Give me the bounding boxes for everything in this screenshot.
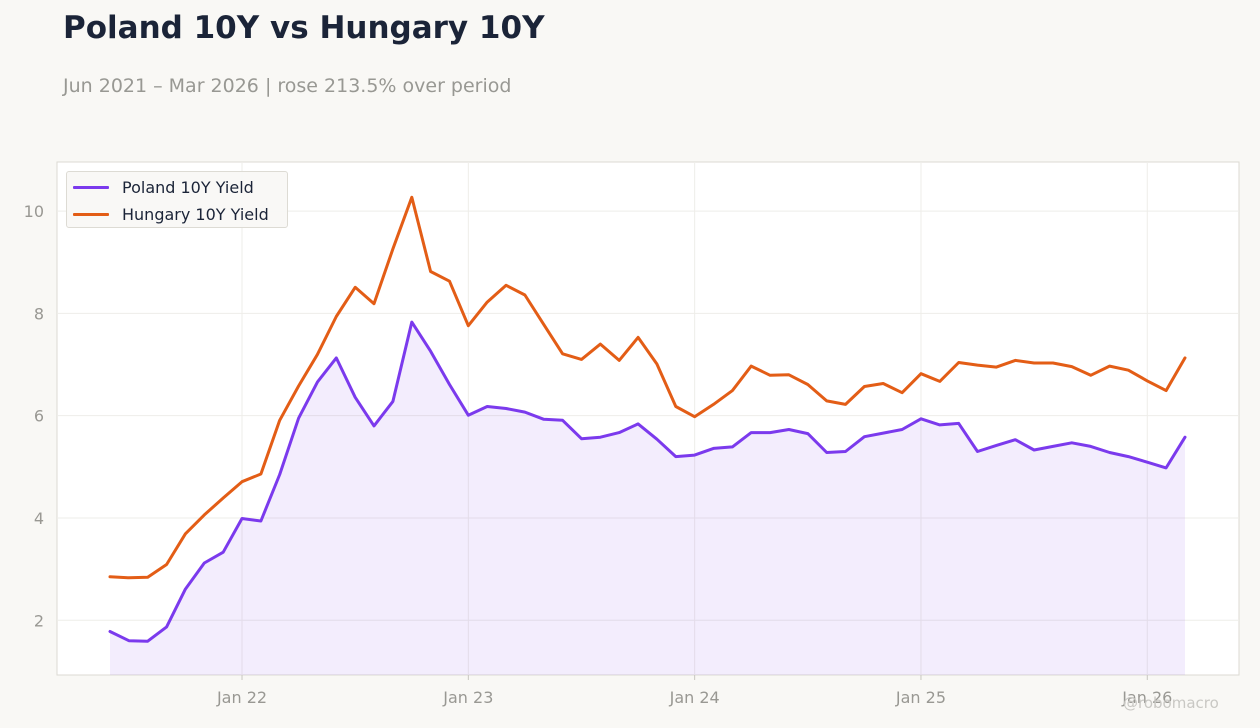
series-line-poland	[108, 320, 1187, 643]
legend-item-hungary: Hungary 10Y Yield	[73, 202, 269, 226]
y-tick-label: 4	[34, 509, 44, 528]
watermark: @robomacro	[1123, 694, 1219, 712]
series-lines	[108, 195, 1187, 643]
series-area-poland	[110, 322, 1185, 675]
x-tick-label: Jan 22	[216, 688, 267, 707]
legend-label-poland: Poland 10Y Yield	[122, 177, 254, 197]
legend-swatch-poland	[73, 185, 109, 189]
chart-legend: Poland 10Y Yield Hungary 10Y Yield	[66, 171, 288, 228]
axis-ticks: 2 4 6 8 10 Jan 22 Jan 23 Jan 24 Jan 25 Jan 26	[24, 202, 1173, 707]
legend-item-poland: Poland 10Y Yield	[73, 175, 254, 199]
x-tick-label: Jan 24	[669, 688, 720, 707]
chart-title: Poland 10Y vs Hungary 10Y	[63, 10, 545, 46]
y-tick-label: 10	[24, 202, 44, 221]
chart-subtitle: Jun 2021 – Mar 2026 | rose 213.5% over p…	[63, 75, 512, 97]
x-tick-label: Jan 26	[1121, 688, 1172, 707]
y-tick-label: 8	[34, 304, 44, 323]
y-tick-label: 2	[34, 611, 44, 630]
x-tick-label: Jan 25	[895, 688, 946, 707]
legend-label-hungary: Hungary 10Y Yield	[122, 204, 269, 224]
plot-area	[56, 161, 1240, 676]
y-tick-label: 6	[34, 407, 44, 426]
x-tick-label: Jan 23	[442, 688, 493, 707]
series-line-hungary	[108, 195, 1187, 580]
legend-swatch-hungary	[73, 212, 109, 216]
area-fills	[110, 322, 1185, 675]
